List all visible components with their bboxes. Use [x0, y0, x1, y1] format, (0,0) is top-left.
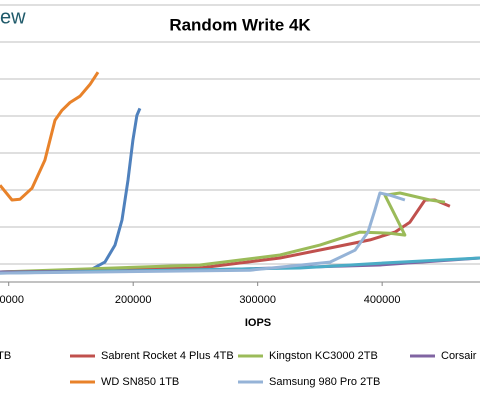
- legend-label: Kingston KC3000 2TB: [269, 350, 378, 362]
- series-line: [0, 191, 406, 275]
- series-line: [0, 71, 100, 202]
- legend-label: Samsung 980 Pro 2TB: [269, 376, 380, 388]
- legend-label: Corsair: [441, 350, 477, 362]
- chart-title: Random Write 4K: [169, 15, 311, 34]
- legend-label: WD SN850 1TB: [101, 376, 179, 388]
- x-tick-label: 300000: [239, 294, 276, 306]
- legend-label: 1TB: [0, 350, 11, 362]
- series-line: [0, 191, 446, 274]
- logo: ew: [0, 6, 26, 28]
- x-tick-label: 00000: [0, 294, 24, 306]
- gridlines: [0, 4, 480, 265]
- x-axis-title: IOPS: [245, 317, 271, 329]
- x-tick-label: 400000: [364, 294, 401, 306]
- legend-label: Sabrent Rocket 4 Plus 4TB: [101, 350, 234, 362]
- x-tick-label: 200000: [115, 294, 152, 306]
